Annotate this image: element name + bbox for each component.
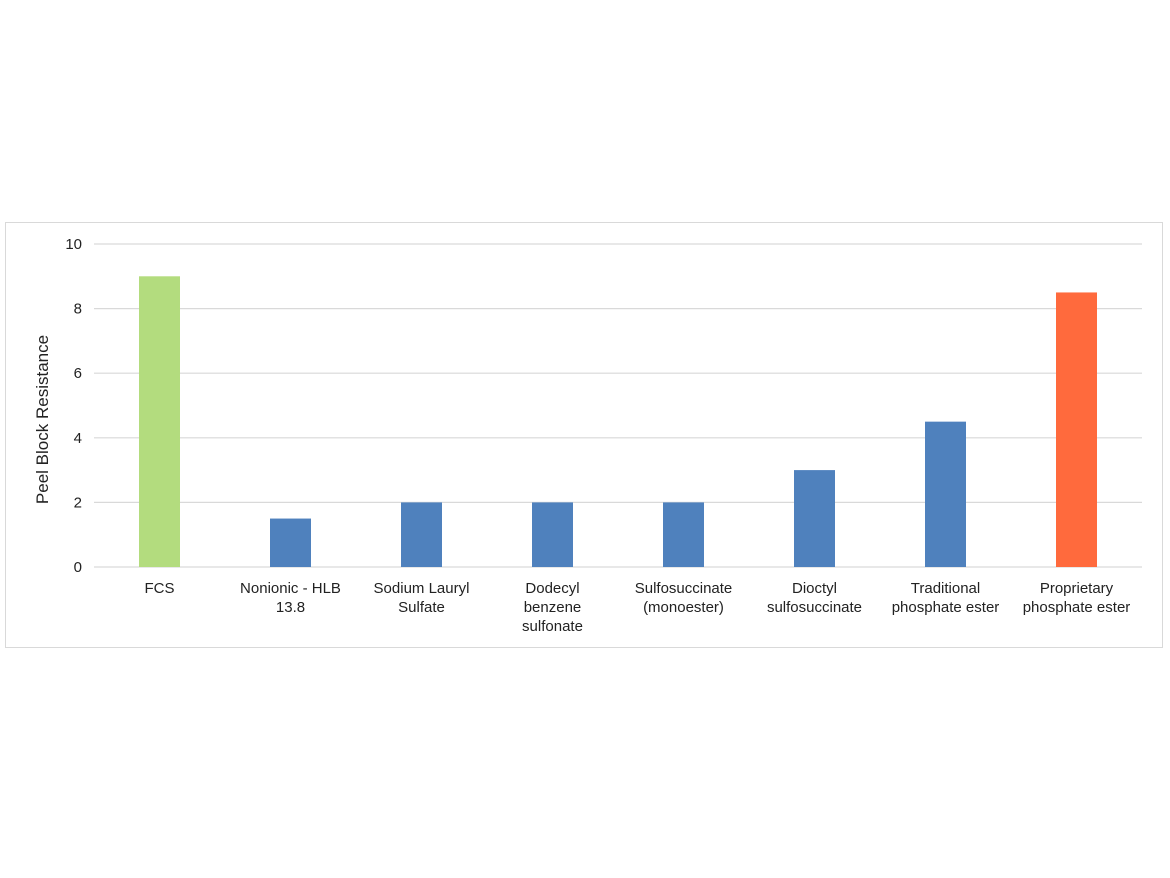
bar (1056, 292, 1097, 567)
bar (139, 276, 180, 567)
gridlines (94, 243, 1142, 568)
y-tick-labels: 0 2 4 6 8 10 (65, 236, 82, 576)
bar (532, 502, 573, 567)
category-label: Dodecyl benzene sulfonate (522, 580, 583, 635)
y-tick-label: 6 (74, 365, 82, 382)
bar (401, 502, 442, 567)
chart-frame: 0 2 4 6 8 10 FCS Nonionic - HLB 13.8 Sodium Laur… (5, 222, 1163, 648)
category-label: Dioctyl sulfosuccinate (767, 580, 862, 616)
bar (925, 421, 966, 567)
bars (139, 276, 1097, 567)
y-tick-label: 2 (74, 494, 82, 511)
y-tick-label: 0 (74, 559, 82, 576)
bar (794, 470, 835, 567)
y-tick-label: 10 (65, 236, 82, 253)
y-tick-label: 8 (74, 301, 82, 318)
y-axis-title: Peel Block Resistance (33, 335, 52, 504)
y-tick-label: 4 (74, 430, 82, 447)
bar (663, 502, 704, 567)
bar (270, 518, 311, 567)
bar-chart: 0 2 4 6 8 10 FCS Nonionic - HLB 13.8 Sodium Laur… (33, 236, 1142, 635)
category-label: Traditional phosphate ester (892, 580, 1000, 616)
category-label: Proprietary phosphate ester (1023, 580, 1131, 616)
category-label: FCS (145, 580, 175, 597)
category-labels: FCS Nonionic - HLB 13.8 Sodium Lauryl Sulfat… (145, 580, 1131, 635)
category-label: Sodium Lauryl Sulfate (374, 580, 470, 616)
category-label: Nonionic - HLB 13.8 (240, 580, 341, 616)
category-label: Sulfosuccinate (monoester) (635, 580, 733, 616)
